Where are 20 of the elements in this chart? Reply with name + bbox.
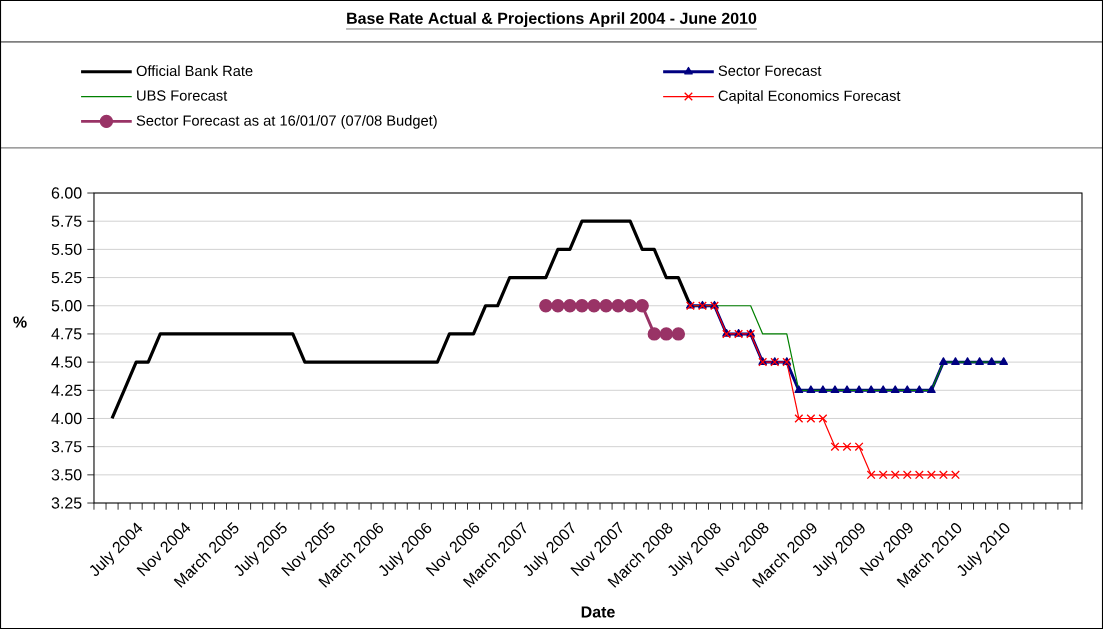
chart-title: Base Rate Actual & Projections April 2004 - June 2010 — [347, 12, 757, 28]
y-tick-label: 6.00 — [51, 187, 82, 199]
legend-label: Sector Forecast as at 16/01/07 (07/08 Budget) — [136, 114, 437, 129]
y-tick-label: 5.25 — [51, 271, 82, 284]
y-tick-label: 3.50 — [51, 469, 82, 481]
y-tick-label: 4.50 — [51, 356, 82, 368]
y-tick-label: 5.00 — [51, 300, 82, 312]
y-tick-label: 4.00 — [51, 412, 82, 425]
legend-label: Sector Forecast — [718, 65, 822, 76]
x-axis-title: Date — [581, 606, 615, 618]
y-tick-label: 5.75 — [51, 215, 82, 227]
legend-label: Capital Economics Forecast — [718, 90, 901, 104]
legend-label: UBS Forecast — [137, 90, 228, 101]
y-tick-label: 4.25 — [51, 384, 82, 396]
y-tick-label: 3.75 — [51, 441, 82, 453]
legend-label: Official Bank Rate — [136, 65, 253, 77]
y-tick-label: 5.50 — [51, 243, 82, 256]
y-axis-title: % — [13, 316, 27, 328]
y-tick-label: 3.25 — [51, 497, 82, 509]
y-tick-label: 4.75 — [51, 328, 82, 340]
